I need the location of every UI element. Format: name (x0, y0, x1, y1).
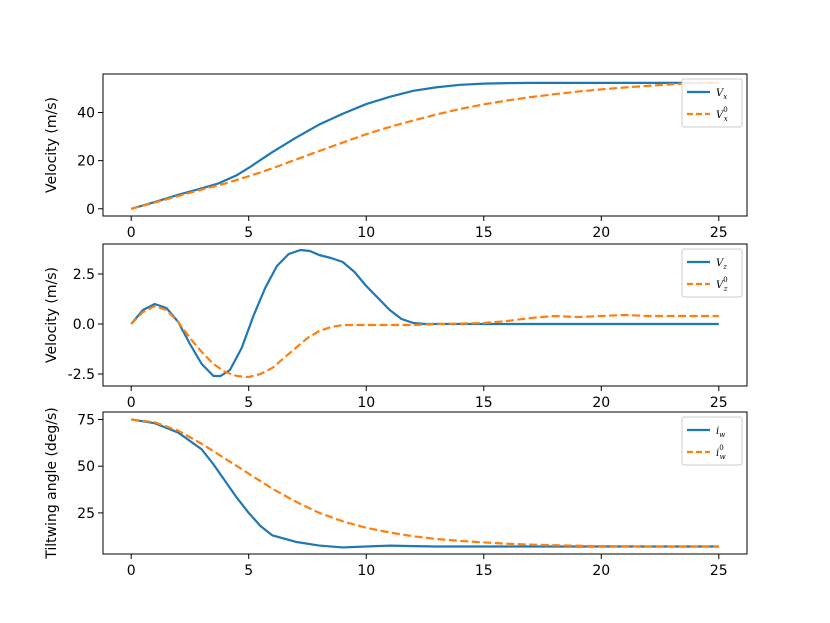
legend-label: i0 w (716, 444, 726, 461)
y-tick-label: 75 (77, 412, 95, 428)
y-tick-label: 0.0 (73, 317, 95, 333)
legend: Vz V0 z (681, 248, 743, 298)
y-tick-label: 2.5 (73, 267, 95, 283)
legend-label: V0 x (716, 106, 728, 123)
legend-box (681, 416, 743, 466)
y-tick-label: 20 (77, 154, 95, 170)
y-tick-label: 40 (77, 106, 95, 122)
x-tick-label: 20 (592, 395, 610, 411)
x-tick-label: 20 (592, 563, 610, 579)
y-axis-label: Tiltwing angle (deg/s) (44, 407, 60, 560)
x-tick-label: 25 (710, 563, 728, 579)
y-tick-label: 0 (86, 202, 95, 218)
legend-box (681, 78, 743, 128)
x-tick-label: 0 (127, 563, 136, 579)
x-tick-label: 5 (244, 395, 253, 411)
series-line-2 (130, 304, 719, 379)
x-tick-label: 15 (475, 563, 493, 579)
series-line-2 (130, 81, 719, 210)
series-line-1 (130, 81, 719, 210)
axes-frame (102, 411, 748, 555)
subplot-3: 0 5 10 15 20 25 25 50 75 Tiltwing angle (deg/s) iw… (44, 407, 748, 579)
legend-label: Vx (716, 88, 727, 101)
legend: Vx V0 x (681, 78, 743, 128)
x-tick-label: 20 (592, 225, 610, 241)
x-tick-label: 10 (357, 563, 375, 579)
x-tick-label: 25 (710, 225, 728, 241)
legend: iw i0 w (681, 416, 743, 466)
axes-frame (102, 243, 748, 387)
legend-label: V0 z (716, 276, 728, 293)
x-tick-label: 10 (357, 225, 375, 241)
series-line-1 (130, 248, 719, 378)
x-tick-label: 0 (127, 395, 136, 411)
axes-frame (102, 73, 748, 217)
x-tick-label: 5 (244, 563, 253, 579)
legend-label: Vz (716, 258, 727, 271)
x-tick-label: 5 (244, 225, 253, 241)
x-tick-label: 0 (127, 225, 136, 241)
series-line-1 (131, 418, 719, 549)
legend-label: iw (716, 426, 725, 439)
subplot-2: 0 5 10 15 20 25 -2.5 0.0 2.5 Velocity (m/s) Vz V0 z (44, 243, 748, 411)
y-tick-label: -2.5 (68, 367, 95, 383)
y-tick-label: 50 (77, 459, 95, 475)
x-tick-label: 15 (475, 395, 493, 411)
subplot-1: 0 5 10 15 20 25 0 20 40 Velocity (m/s) Vx V0 x (44, 73, 748, 241)
y-tick-label: 25 (77, 506, 95, 522)
series-line-2 (131, 418, 719, 548)
x-tick-label: 10 (357, 395, 375, 411)
legend-box (681, 248, 743, 298)
x-tick-label: 15 (475, 225, 493, 241)
y-axis-label: Velocity (m/s) (44, 267, 60, 363)
y-axis-label: Velocity (m/s) (44, 97, 60, 193)
x-tick-label: 25 (710, 395, 728, 411)
